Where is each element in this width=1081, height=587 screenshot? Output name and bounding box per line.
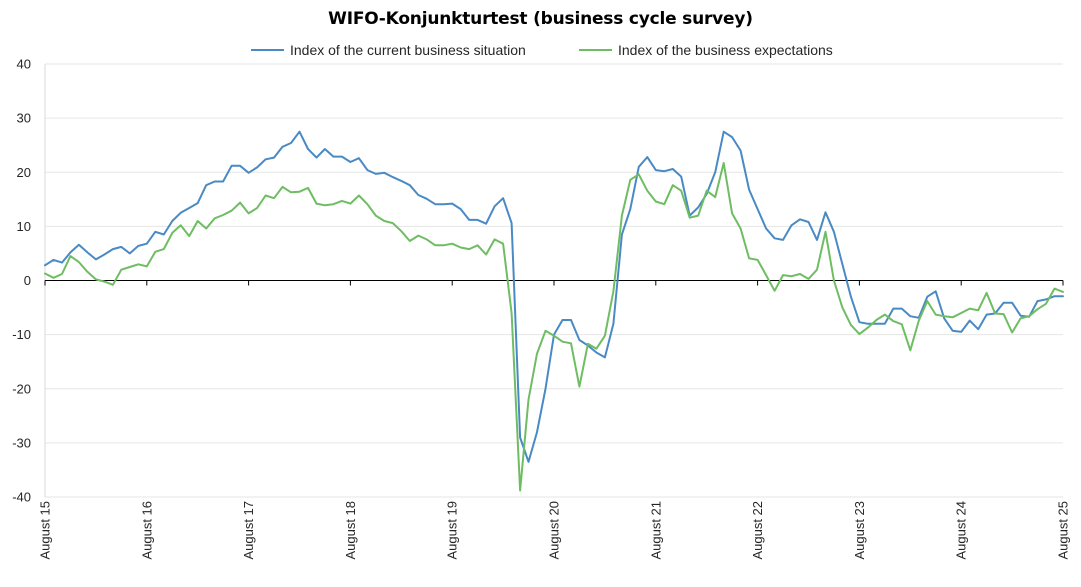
x-tick-label: August 22 (750, 501, 765, 560)
y-tick-label: -30 (12, 435, 31, 450)
legend-label-business-expectations: Index of the business expectations (618, 42, 833, 58)
y-tick-label: 10 (17, 219, 31, 234)
y-tick-label: -40 (12, 490, 31, 505)
x-tick-label: August 17 (241, 501, 256, 560)
y-tick-label: 40 (17, 57, 31, 72)
y-tick-label: -10 (12, 327, 31, 342)
x-tick-label: August 19 (445, 501, 460, 560)
x-tick-label: August 16 (139, 501, 154, 560)
series-line-business-expectations (44, 162, 1064, 492)
x-tick-label: August 25 (1056, 501, 1071, 560)
y-tick-label: -20 (12, 381, 31, 396)
legend-label-current-situation: Index of the current business situation (290, 42, 526, 58)
legend-swatch-business-expectations (579, 49, 612, 51)
legend-item-current-situation: Index of the current business situation (251, 40, 526, 60)
y-tick-label: 20 (17, 165, 31, 180)
x-tick-label: August 23 (852, 501, 867, 560)
x-tick-label: August 15 (38, 501, 53, 560)
x-tick-label: August 18 (343, 501, 358, 560)
x-tick-label: August 20 (547, 501, 562, 560)
legend: Index of the current business situation … (0, 40, 1081, 60)
legend-swatch-current-situation (251, 49, 284, 51)
x-tick-label: August 24 (954, 501, 969, 560)
series-line-current-situation (44, 130, 1064, 463)
y-tick-label: 0 (24, 273, 31, 288)
y-tick-label: 30 (17, 111, 31, 126)
legend-item-business-expectations: Index of the business expectations (579, 40, 833, 60)
chart-title: WIFO-Konjunkturtest (business cycle surv… (328, 9, 753, 29)
x-tick-label: August 21 (648, 501, 663, 560)
